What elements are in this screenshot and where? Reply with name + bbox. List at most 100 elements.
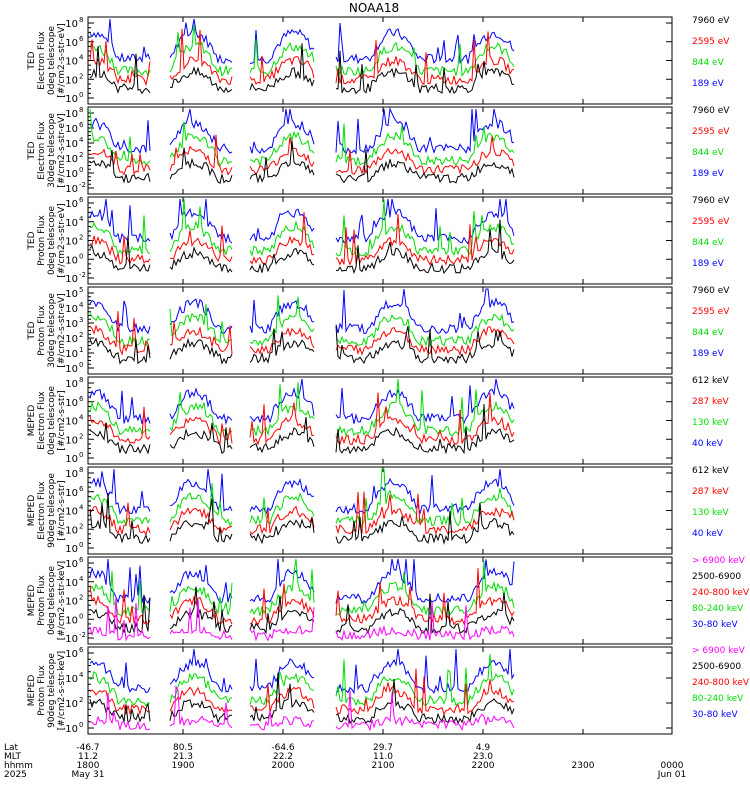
y-tick-label-exp: 4	[79, 575, 84, 583]
series-red	[89, 668, 515, 716]
y-axis-label-line: MEPED	[27, 585, 37, 617]
y-tick-label-exp: -2	[79, 631, 86, 639]
legend-entry: 287 keV	[692, 397, 729, 407]
y-axis-label-line: [#/cm2-s-str-eV]	[57, 203, 67, 278]
y-axis-label-line: [#/cm2-s-str]	[57, 480, 67, 540]
legend-entry: 30-80 keV	[692, 710, 738, 720]
x-label-lat: 80.5	[173, 743, 193, 753]
y-tick-label-base: 10	[65, 488, 78, 499]
x-label-lat: 29.7	[373, 743, 393, 753]
y-tick-label-exp: 2	[79, 522, 83, 530]
y-tick-label-base: 10	[65, 274, 78, 285]
legend-entry: 7960 eV	[692, 196, 730, 206]
series-blue	[89, 378, 515, 426]
x-row-label: Lat	[4, 743, 19, 753]
legend-entry: 2595 eV	[692, 37, 730, 47]
legend-entry: 240-800 keV	[692, 588, 750, 598]
y-tick-label-exp: 8	[79, 376, 83, 384]
y-axis-label-line: 30deg telescope	[47, 293, 57, 368]
y-tick-label-base: 10	[65, 699, 78, 710]
x-label-hhmm: 2200	[472, 761, 495, 771]
series-green	[89, 378, 515, 437]
data-traces	[89, 378, 515, 455]
y-tick-label-base: 10	[65, 615, 78, 626]
series-black	[89, 219, 515, 275]
y-axis-label-line: [#/cm2-s-str-eV]	[57, 293, 67, 368]
y-tick-label-exp: 8	[79, 16, 83, 24]
y-tick-label-base: 10	[65, 469, 78, 480]
y-axis-label-line: 30deg telescope	[47, 113, 57, 188]
legend-entry: 287 keV	[692, 487, 729, 497]
series-red	[89, 211, 515, 267]
y-tick-label-base: 10	[65, 334, 78, 345]
legend-entry: 189 eV	[692, 169, 725, 179]
y-axis-label-line: [#/cm2-s-str-keV]	[57, 651, 67, 730]
legend-entry: 130 keV	[692, 508, 729, 518]
y-tick-label-exp: 3	[79, 316, 83, 324]
y-tick-label-exp: 2	[79, 72, 83, 80]
legend-entry: 40 keV	[692, 529, 724, 539]
y-axis-label-line: Proton Flux	[37, 215, 47, 266]
y-axis-label-line: MEPED	[27, 675, 37, 707]
y-tick-label-exp: 2	[79, 331, 83, 339]
data-traces	[89, 468, 515, 545]
y-tick-label-base: 10	[65, 379, 78, 390]
x-label-date: May 31	[72, 770, 105, 780]
legend-entry: 844 eV	[692, 328, 725, 338]
y-tick-label-exp: 0	[79, 166, 83, 174]
x-label-lat: 4.9	[476, 743, 491, 753]
y-axis-label: TED Electron Flux 30deg telescope [#/cm2-s-…	[27, 113, 67, 188]
y-axis-label: TED Proton Flux 30deg telescope [#/cm2-s-st…	[27, 293, 67, 368]
y-tick-label-exp: 2	[79, 696, 83, 704]
y-tick-label-base: 10	[65, 57, 78, 68]
series-blue	[89, 288, 515, 335]
legend-entry: 7960 eV	[692, 286, 730, 296]
series-magenta	[89, 685, 515, 732]
y-axis-label-line: 0deg telescope	[47, 206, 57, 276]
y-tick-label-base: 10	[65, 319, 78, 330]
y-tick-label-base: 10	[65, 304, 78, 315]
series-green	[89, 558, 515, 618]
y-axis-label: MEPED Electron Flux 90deg telescope [#/cm2-…	[27, 473, 67, 548]
series-black	[89, 140, 515, 184]
data-traces	[89, 198, 515, 275]
y-tick-label-exp: -2	[79, 181, 86, 189]
y-tick-label-base: 10	[65, 634, 78, 645]
y-tick-label-exp: 8	[79, 466, 83, 474]
legend-entry: 844 eV	[692, 238, 725, 248]
x-label-mlt: 11.2	[78, 752, 98, 762]
y-tick-label-base: 10	[65, 94, 78, 105]
series-black	[89, 404, 515, 455]
legend-entry: 2500-6900	[692, 662, 741, 672]
y-axis-label: TED Electron Flux 0deg telescope [#/cm2-s-s…	[27, 23, 67, 98]
series-blue	[89, 107, 515, 155]
y-axis-label-line: Proton Flux	[37, 305, 47, 356]
series-blue	[89, 558, 515, 605]
x-label-mlt: 21.3	[173, 752, 193, 762]
panel-frame	[87, 466, 673, 555]
legend-entry: 80-240 keV	[692, 694, 744, 704]
y-tick-label-base: 10	[65, 255, 78, 266]
y-tick-label-base: 10	[65, 674, 78, 685]
legend-entry: 7960 eV	[692, 106, 730, 116]
y-tick-label-exp: 0	[79, 91, 83, 99]
y-tick-label-base: 10	[65, 218, 78, 229]
legend-entry: 612 keV	[692, 466, 729, 476]
series-green	[89, 654, 515, 707]
y-axis-label-line: 0deg telescope	[47, 566, 57, 636]
y-axis-label-line: Electron Flux	[37, 481, 47, 540]
legend-entry: 2595 eV	[692, 217, 730, 227]
y-tick-label-exp: 5	[79, 286, 83, 294]
y-tick-label-base: 10	[65, 289, 78, 300]
series-red	[89, 28, 515, 87]
legend-entry: 80-240 keV	[692, 604, 744, 614]
y-tick-label-exp: 6	[79, 485, 84, 493]
y-tick-label-base: 10	[65, 544, 78, 555]
series-green	[89, 108, 515, 168]
y-tick-label-base: 10	[65, 559, 78, 570]
panel-frame	[87, 556, 673, 645]
